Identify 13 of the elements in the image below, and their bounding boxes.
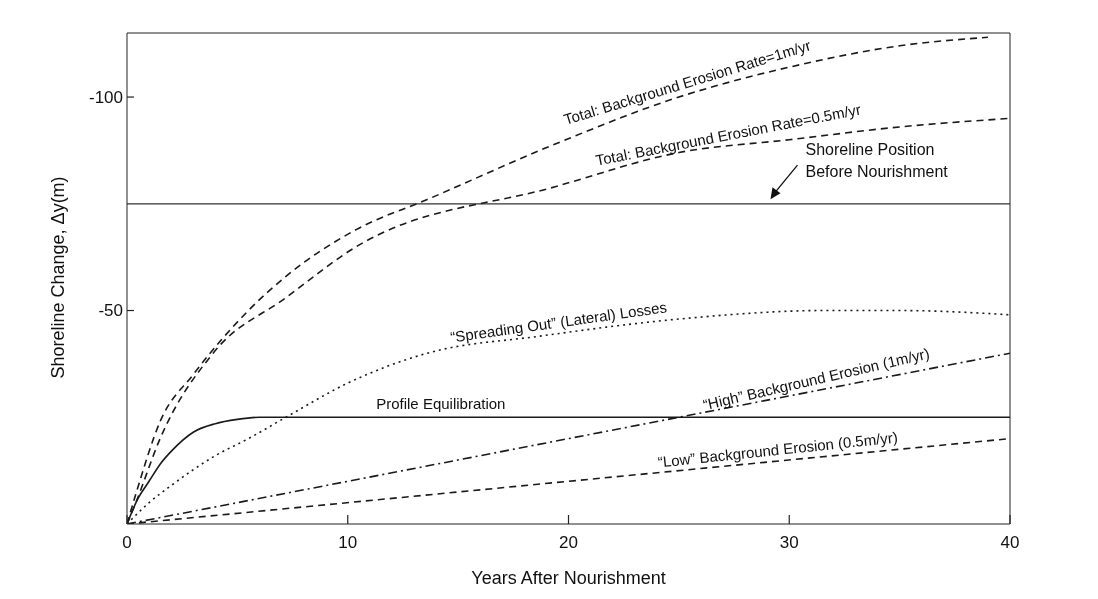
x-tick-label: 20: [559, 533, 578, 552]
y-axis-title: Shoreline Change, Δy(m): [48, 176, 69, 379]
x-tick-label: 10: [338, 533, 358, 552]
x-tick-label: 40: [1000, 533, 1020, 552]
text: “Low” Background Erosion (0.5m/yr): [657, 428, 899, 471]
y-tick-label: -50: [98, 301, 123, 321]
ref-line-label: Shoreline Position Before Nourishment: [805, 141, 949, 181]
x-axis-title: Years After Nourishment: [471, 568, 666, 588]
x-tick-label: 30: [779, 533, 799, 552]
series-label: Profile Equilibration: [376, 395, 506, 413]
text: “Spreading Out” (Lateral) Losses: [449, 298, 668, 346]
x-tick-label: 0: [122, 533, 132, 552]
y-tick-label: -100: [88, 87, 123, 107]
